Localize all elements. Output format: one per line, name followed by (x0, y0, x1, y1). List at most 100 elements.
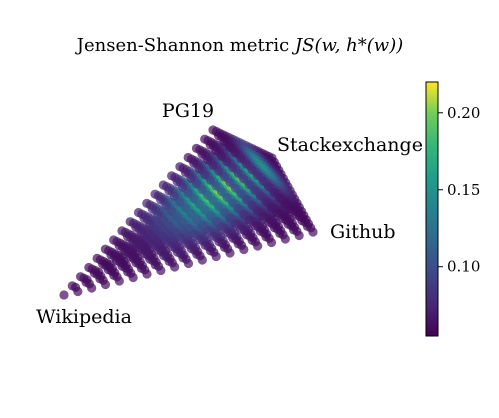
scatter-point (192, 249, 202, 259)
scatter-point (252, 170, 263, 180)
scatter-point (158, 251, 169, 261)
scatter-point (164, 221, 174, 231)
scatter-point (208, 196, 218, 206)
scatter-point (289, 225, 299, 235)
scatter-point (192, 214, 202, 224)
scatter-point (84, 262, 94, 273)
scatter-point (122, 231, 133, 242)
scatter-point (167, 171, 177, 181)
scatter-point (186, 244, 196, 254)
scatter-point (214, 237, 224, 247)
scatter-point (208, 160, 218, 170)
scatter-point (158, 215, 169, 225)
scatter-point (200, 240, 210, 250)
scatter-point (59, 290, 69, 300)
scatter-point (286, 204, 296, 214)
scatter-point (161, 236, 171, 246)
scatter-point (217, 222, 227, 232)
scatter-point (280, 199, 290, 209)
scatter-point (178, 217, 188, 228)
scatter-point (252, 206, 263, 216)
scatter-point (145, 219, 155, 229)
scatter-point (219, 242, 230, 252)
scatter-point (172, 212, 182, 222)
scatter-point (194, 199, 204, 209)
scatter-point (219, 207, 229, 217)
scatter-point (153, 245, 163, 255)
colorbar: 0.10 0.15 0.20 (425, 81, 480, 337)
scatter-point (131, 258, 141, 268)
scatter-point (294, 230, 304, 241)
scatter-point (200, 134, 210, 144)
scatter-point (128, 237, 138, 247)
scatter-point (142, 198, 152, 208)
scatter-point (89, 268, 99, 278)
scatter-point (183, 188, 193, 198)
scatter-point (191, 179, 202, 189)
scatter-point (189, 229, 199, 239)
scatter-point (239, 209, 249, 219)
scatter-point (120, 246, 130, 256)
scatter-point (175, 162, 185, 172)
scatter-point (131, 222, 141, 232)
scatter-point (133, 207, 144, 218)
scatter-point (250, 185, 260, 195)
scatter-point (189, 193, 199, 204)
scatter-point (308, 227, 318, 237)
scatter-point (136, 263, 147, 273)
scatter-point (225, 177, 235, 187)
scatter-point (183, 258, 194, 269)
scatter-point (175, 197, 185, 207)
scatter-point (233, 168, 243, 178)
scatter-point (227, 162, 238, 173)
vertex-label-stackexchange: Stackexchange (277, 134, 423, 156)
scatter-point (269, 223, 279, 233)
scatter-point (147, 239, 158, 249)
scatter-point (214, 201, 224, 211)
scatter-point (253, 241, 263, 251)
scatter-point (216, 151, 226, 161)
scatter-point (180, 167, 191, 177)
scatter-point (203, 190, 213, 200)
scatter-point (180, 203, 191, 213)
scatter-point (139, 213, 149, 223)
scatter-point (178, 253, 188, 263)
scatter-point (202, 155, 213, 165)
scatter-point (239, 174, 249, 184)
scatter-point (194, 164, 204, 174)
scatter-point (81, 277, 91, 287)
scatter-point (236, 153, 246, 163)
scatter-point (214, 166, 224, 176)
scatter-point (197, 255, 207, 265)
scatter-point (103, 265, 113, 275)
scatter-point (302, 221, 313, 231)
scatter-point (106, 250, 116, 260)
scatter-point (225, 248, 235, 258)
scatter-point (283, 219, 293, 229)
colorbar-tick-label: 0.20 (447, 104, 480, 122)
scatter-point (244, 215, 254, 225)
scatter-point (178, 182, 188, 192)
scatter-point (261, 232, 271, 242)
scatter-point (291, 210, 301, 220)
scatter-point (228, 233, 238, 243)
scatter-point (247, 235, 257, 245)
scatter-point (222, 157, 232, 167)
colorbar-tick-label: 0.10 (447, 258, 480, 276)
scatter-point (200, 205, 210, 215)
scatter-point (205, 175, 215, 185)
scatter-point (241, 194, 252, 204)
scatter-point (258, 211, 268, 221)
scatter-point (244, 179, 254, 190)
scatter-point (228, 198, 238, 208)
scatter-point (147, 204, 157, 214)
scatter-point (167, 206, 177, 216)
scatter-point (230, 218, 241, 228)
scatter-point (272, 208, 282, 218)
scatter-point (109, 270, 119, 280)
scatter-point (263, 182, 274, 192)
scatter-point (264, 217, 274, 227)
scatter-point (233, 239, 243, 249)
scatter-point (142, 269, 152, 279)
